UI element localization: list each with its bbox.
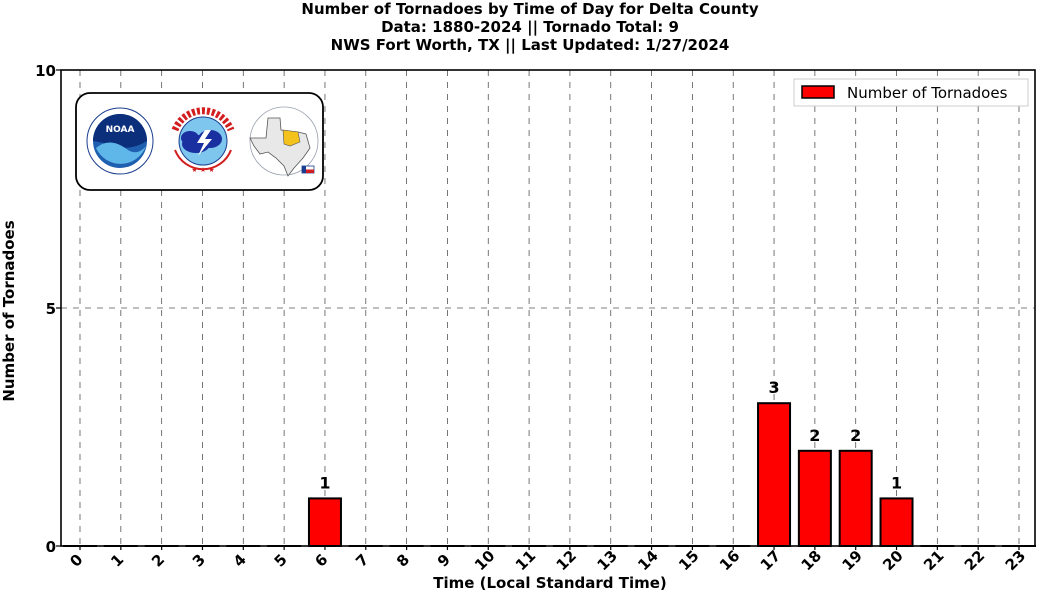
- chart-title-line-1: Number of Tornadoes by Time of Day for D…: [301, 0, 758, 18]
- x-tick-label: 21: [920, 547, 947, 574]
- bar-value-label: 2: [850, 426, 861, 445]
- x-tick-label: 14: [634, 547, 661, 574]
- bar-hour-20: [879, 497, 914, 547]
- y-tick-label: 10: [35, 62, 56, 80]
- x-tick-label: 11: [512, 547, 539, 574]
- x-tick-label: 18: [798, 547, 825, 574]
- x-tick-label: 4: [230, 550, 250, 570]
- data-label-layer: 1 3 2 2 1: [319, 378, 902, 492]
- chart-title-line-3: NWS Fort Worth, TX || Last Updated: 1/27…: [331, 36, 730, 55]
- x-tick-label: 5: [271, 550, 291, 570]
- legend: Number of Tornadoes: [793, 78, 1029, 107]
- x-tick-layer: 0 1 2 3 4 5 6 7 8 9 10 11 12 13 14 15 16 17 18 19 20 21 22 23: [66, 546, 1029, 574]
- bar-value-label: 3: [768, 378, 779, 397]
- y-tick-label: 5: [46, 300, 56, 318]
- x-tick-label: 15: [675, 547, 702, 574]
- x-tick-label: 23: [1002, 547, 1029, 574]
- x-tick-label: 9: [434, 550, 454, 570]
- x-tick-label: 12: [553, 547, 580, 574]
- legend-label: Number of Tornadoes: [847, 84, 1008, 102]
- x-tick-label: 6: [311, 550, 331, 570]
- bar-hour-6: [307, 497, 342, 547]
- x-tick-label: 3: [189, 550, 209, 570]
- x-axis-label: Time (Local Standard Time): [433, 574, 667, 592]
- x-tick-label: 2: [148, 550, 168, 570]
- y-axis-label: Number of Tornadoes: [0, 220, 18, 401]
- x-tick-label: 10: [471, 547, 498, 574]
- x-tick-label: 8: [393, 550, 413, 570]
- bar-hour-19: [838, 449, 873, 547]
- logos-panel: NOAA ★ ★ ★: [75, 92, 324, 191]
- x-tick-label: 7: [352, 550, 372, 570]
- x-tick-label: 22: [961, 547, 988, 574]
- x-tick-label: 17: [757, 547, 784, 574]
- legend-swatch: [801, 85, 835, 99]
- bar-value-label: 1: [891, 473, 902, 492]
- svg-text:★ ★ ★: ★ ★ ★: [191, 166, 214, 174]
- bar-value-label: 1: [319, 473, 330, 492]
- x-tick-label: 20: [879, 547, 906, 574]
- plot-frame: [60, 69, 1036, 547]
- x-tick-label: 1: [107, 550, 127, 570]
- noaa-logo: NOAA: [86, 107, 154, 175]
- noaa-logo-text: NOAA: [106, 125, 135, 135]
- x-tick-label: 0: [66, 550, 86, 570]
- texas-logo: [249, 106, 319, 177]
- y-tick-layer: 0 5 10: [35, 62, 61, 556]
- x-tick-label: 19: [838, 547, 865, 574]
- grid-layer: [61, 70, 1035, 546]
- chart-title-line-2: Data: 1880-2024 || Tornado Total: 9: [381, 18, 679, 37]
- y-tick-label: 0: [46, 538, 56, 556]
- bar-hour-17: [757, 402, 792, 548]
- x-tick-label: 13: [593, 547, 620, 574]
- bar-hour-18: [797, 449, 832, 547]
- nws-logo: ★ ★ ★: [169, 107, 237, 175]
- bar-value-label: 2: [809, 426, 820, 445]
- x-tick-label: 16: [716, 547, 743, 574]
